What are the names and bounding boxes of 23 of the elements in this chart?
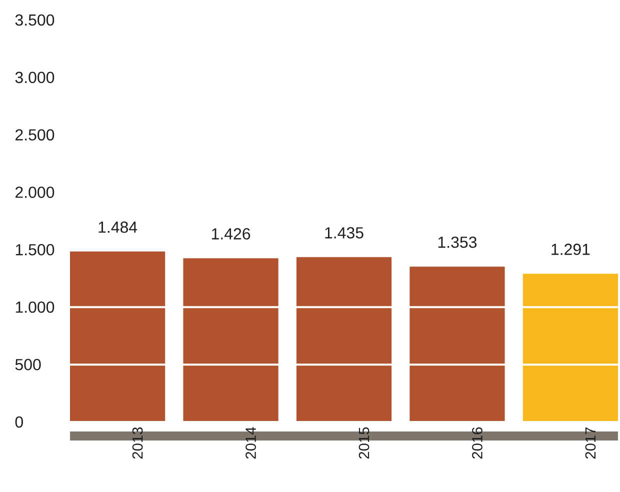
y-tick-label: 1.500 — [16, 244, 54, 256]
y-tick-label: 3.500 — [15, 14, 54, 26]
y-tick-label: 3.000 — [15, 72, 54, 84]
bar — [183, 258, 278, 422]
x-tick-label: 2014 — [246, 427, 256, 459]
data-label: 1.435 — [325, 227, 364, 238]
data-label: 1.426 — [212, 228, 250, 240]
bar — [70, 252, 166, 422]
data-label: 1.484 — [98, 222, 138, 233]
y-tick-label: 1.000 — [16, 301, 54, 313]
x-tick-label: 2015 — [358, 427, 370, 459]
x-tick-label: 2013 — [132, 427, 143, 459]
bar — [296, 257, 392, 422]
x-tick-label: 2016 — [472, 427, 482, 459]
y-tick-label: 0 — [15, 416, 23, 428]
y-tick-label: 2.500 — [16, 129, 54, 141]
data-label: 1.291 — [552, 244, 590, 255]
y-tick-label: 2.000 — [16, 186, 54, 198]
x-tick-label: 2017 — [585, 427, 596, 459]
y-tick-label: 500 — [15, 358, 41, 370]
data-label: 1.353 — [438, 236, 477, 248]
bar — [410, 266, 505, 422]
bar — [522, 274, 618, 422]
